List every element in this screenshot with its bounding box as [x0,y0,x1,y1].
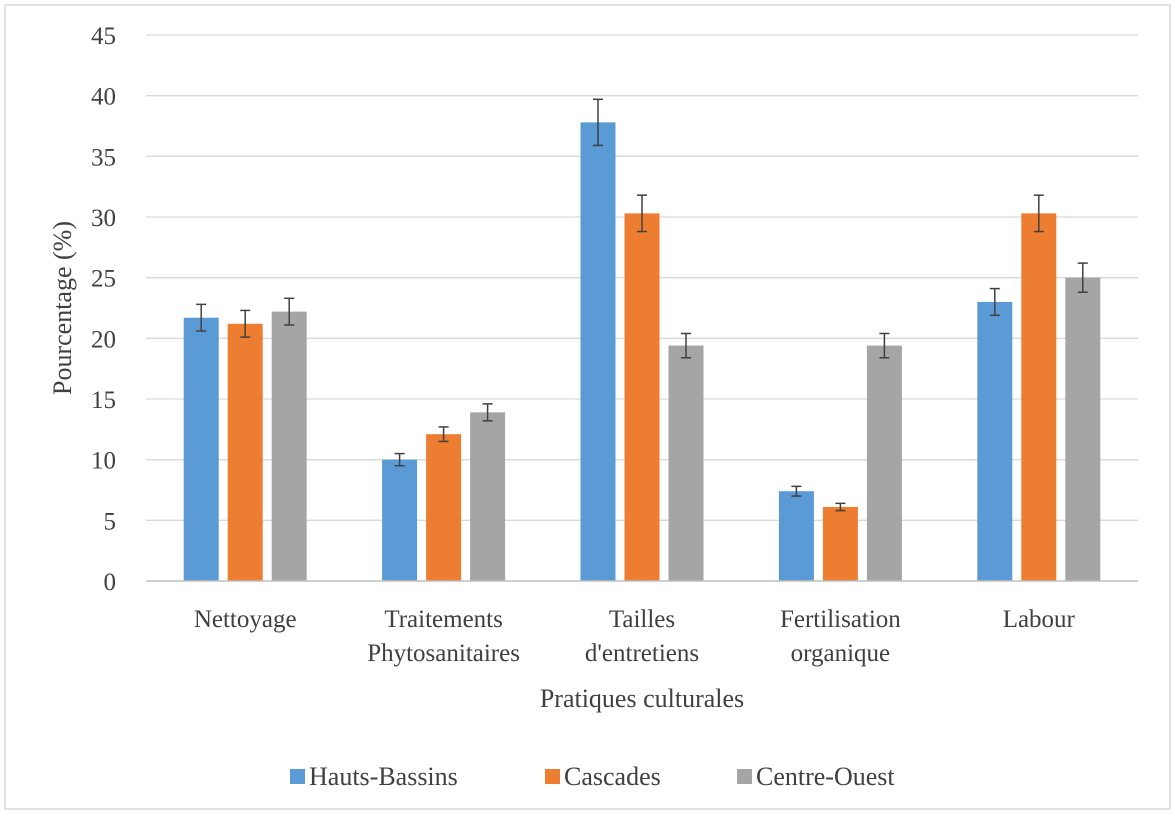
legend-swatch [545,769,560,784]
bar [866,345,902,581]
legend-item: Cascades [545,762,661,791]
legend-label: Cascades [564,762,661,791]
error-bars [196,98,1088,512]
error-bar [438,426,449,443]
legend-item: Centre-Ouest [737,762,895,791]
bar [183,317,219,581]
x-axis-title: Pratiques culturales [540,684,744,713]
x-category-label: Labour [1003,606,1076,633]
y-tick-label: 10 [91,448,116,475]
y-axis-title: Pourcentage (%) [48,221,77,395]
error-bar [989,287,1000,317]
y-tick-label: 25 [91,266,116,293]
x-category-label: Fertilisation organique [780,606,901,667]
error-bar [593,98,603,147]
error-bar [196,303,207,332]
error-bar [879,332,890,359]
y-tick-label: 0 [104,569,117,596]
y-tick-label: 5 [104,508,117,535]
y-tick-labels: 0 5 10 15 20 25 30 35 40 45 [91,23,116,596]
y-tick-label: 20 [91,326,116,353]
bar [271,311,307,581]
error-bar [240,309,251,338]
bar [977,301,1013,581]
error-bar [394,452,405,467]
bar [470,412,506,581]
bar [668,345,704,581]
error-bar [1033,194,1044,233]
y-tick-label: 45 [91,23,116,50]
x-category-label: Tailles d'entretiens [585,606,699,667]
y-tick-label: 30 [91,205,116,232]
x-category-label: Nettoyage [194,606,297,633]
error-bar [637,194,647,233]
bar [227,323,263,581]
legend-swatch [737,769,752,784]
y-tick-label: 40 [91,84,116,111]
error-bar [482,403,493,422]
bar [778,491,814,581]
legend-label: Hauts-Bassins [309,762,458,791]
legend-swatch [290,769,305,784]
bar [382,459,418,581]
bar [822,506,858,581]
bars [183,122,1101,582]
bar [426,434,462,581]
bar [624,213,660,582]
y-tick-label: 15 [91,387,116,414]
x-category-label: Traitements Phytosanitaires [367,606,520,667]
x-category-labels: Nettoyage Traitements Phytosanitaires Taill… [194,606,1076,667]
error-bar [681,332,691,359]
legend: Hauts-Bassins Cascades Centre-Ouest [290,762,895,791]
bar [1065,277,1101,581]
error-bar [284,297,295,326]
bar [1021,213,1057,582]
bar [580,122,616,582]
error-bar [835,502,846,512]
error-bar [791,485,802,497]
error-bar [1077,262,1088,293]
legend-label: Centre-Ouest [756,762,895,791]
legend-item: Hauts-Bassins [290,762,458,791]
y-tick-label: 35 [91,144,116,171]
